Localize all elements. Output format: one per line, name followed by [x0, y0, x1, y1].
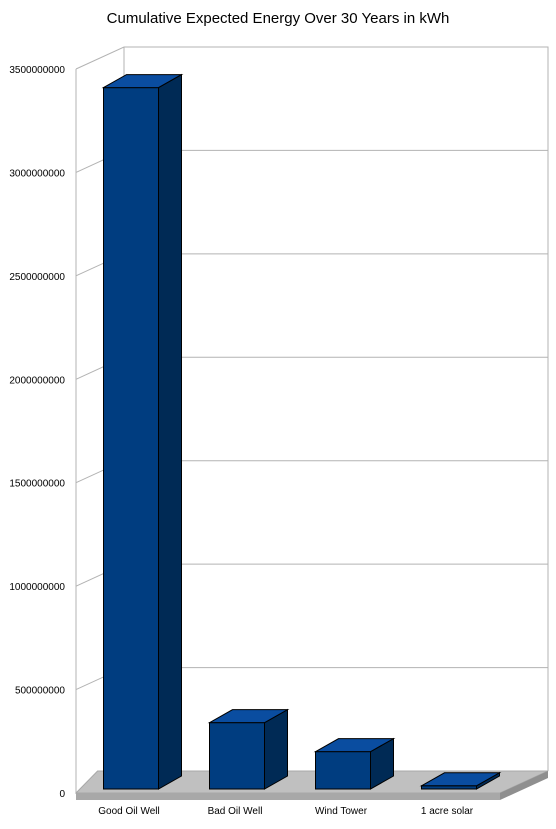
x-category-label: Bad Oil Well: [208, 806, 263, 817]
bar-top: [101, 74, 184, 89]
bar: [207, 708, 290, 790]
bar: [313, 737, 396, 790]
chart-title: Cumulative Expected Energy Over 30 Years…: [106, 10, 450, 27]
y-tick-label: 3000000000: [9, 168, 65, 179]
y-tick-label: 2000000000: [9, 375, 65, 386]
x-category-label: Good Oil Well: [98, 806, 160, 817]
y-tick-label: 500000000: [15, 686, 65, 697]
y-tick-label: 1500000000: [9, 479, 65, 490]
y-tick-label: 1000000000: [9, 582, 65, 593]
bar-front: [315, 751, 371, 790]
bar-side: [158, 73, 182, 790]
bar-top: [207, 709, 290, 724]
bar-top: [313, 738, 396, 753]
bar-front: [103, 87, 159, 790]
chart-bars: [101, 73, 502, 790]
y-tick-label: 3500000000: [9, 65, 65, 76]
y-tick-label: 2500000000: [9, 272, 65, 283]
x-category-label: 1 acre solar: [421, 806, 474, 817]
bar-side: [264, 708, 288, 790]
x-axis-category-labels: Good Oil Well Bad Oil Well Wind Tower 1 acr…: [98, 806, 474, 817]
back-wall-outline: [75, 46, 549, 771]
floor-front: [76, 793, 500, 800]
y-axis-tick-labels: 0 500000000 1000000000 1500000000 2000000000…: [9, 65, 65, 800]
floor-side: [500, 771, 548, 800]
bar-front: [209, 722, 265, 790]
bar: [101, 73, 184, 790]
x-category-label: Wind Tower: [315, 806, 368, 817]
bar: [419, 771, 502, 790]
bar-top: [419, 772, 502, 787]
y-tick-label: 0: [59, 789, 65, 800]
